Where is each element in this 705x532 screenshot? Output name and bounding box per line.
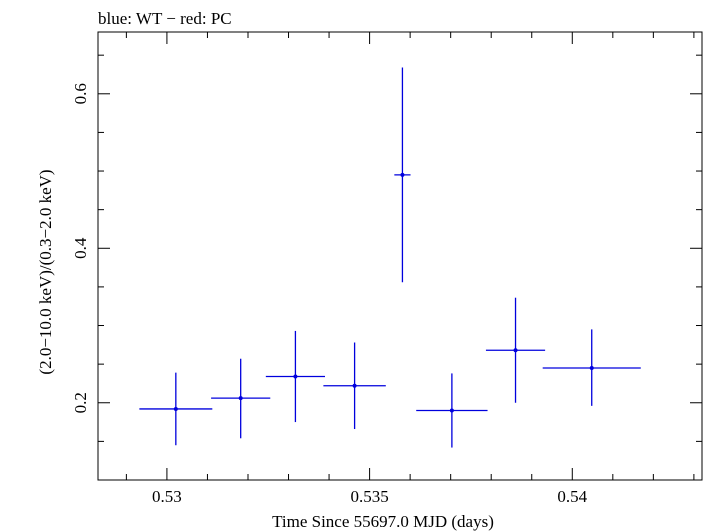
data-point-group [416, 373, 488, 448]
data-point [293, 374, 298, 379]
x-axis-label: Time Since 55697.0 MJD (days) [272, 512, 494, 531]
data-point-group [323, 342, 386, 430]
y-tick-label: 0.4 [71, 237, 90, 259]
data-point [238, 396, 243, 401]
data-point [589, 366, 594, 370]
data-point-group [211, 358, 271, 439]
data-point-group [139, 372, 213, 446]
x-tick-label: 0.535 [350, 487, 388, 506]
x-axis-ticks: 0.53 0.535 0.54 [125, 32, 695, 506]
data-series-wt [139, 67, 641, 448]
data-point [513, 348, 518, 353]
data-point [449, 408, 454, 413]
data-point-group [394, 67, 411, 283]
data-point [173, 406, 178, 411]
chart-title: blue: WT − red: PC [98, 9, 232, 28]
data-point-group [265, 330, 326, 423]
y-tick-label: 0.2 [71, 392, 90, 413]
plot-frame [97, 31, 703, 481]
y-axis-label: (2.0−10.0 keV)/(0.3−2.0 keV) [36, 169, 55, 374]
x-tick-label: 0.54 [557, 487, 587, 506]
data-point-group [542, 329, 641, 406]
data-point [352, 383, 357, 388]
data-point-group [485, 297, 546, 403]
y-axis-ticks: 0.2 0.4 0.6 [71, 54, 702, 481]
data-point [400, 172, 405, 177]
x-tick-label: 0.53 [152, 487, 182, 506]
y-tick-label: 0.6 [71, 83, 90, 104]
